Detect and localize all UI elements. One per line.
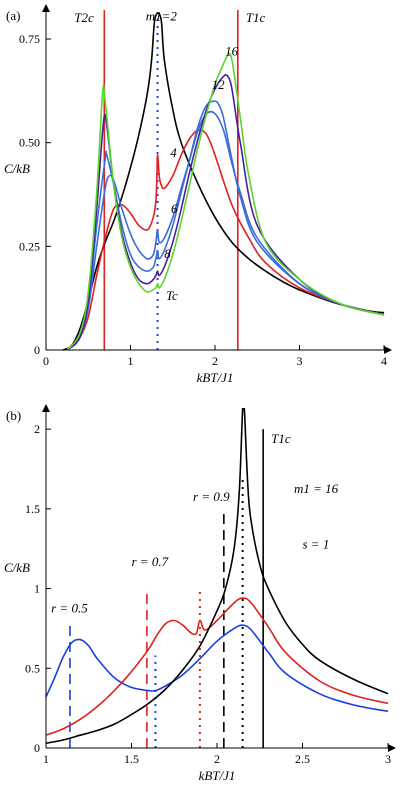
annotation-1: r = 0.7 bbox=[132, 554, 169, 569]
x-tick-label: 1.5 bbox=[124, 752, 139, 766]
x-tick-label: 3 bbox=[385, 752, 391, 766]
chart-panel-b: 1 1.5 2 2.5 3 0 0.5 1 1.5 2 kBT/J1 C/kB (b) r = 0.5 r … bbox=[4, 404, 396, 783]
series-line-1 bbox=[46, 597, 389, 736]
y-tick-label: 0.5 bbox=[25, 661, 40, 675]
x-tick-label: 4 bbox=[381, 354, 387, 368]
annotation-0: m1=2 bbox=[146, 8, 178, 23]
x-tick-label: 0 bbox=[43, 354, 49, 368]
x-axis-arrow bbox=[384, 346, 392, 354]
series-line-2 bbox=[46, 408, 389, 744]
y-tick-label: 1 bbox=[34, 582, 40, 596]
x-axis-arrow bbox=[388, 744, 396, 752]
annotation-4: 6 bbox=[171, 201, 178, 216]
x-tick-label: 1 bbox=[43, 752, 49, 766]
marker-label-6: T1c bbox=[271, 431, 291, 446]
panel-label: (a) bbox=[6, 8, 20, 23]
annotation-2: 12 bbox=[212, 77, 226, 92]
y-tick-label: 0.25 bbox=[19, 239, 40, 253]
x-tick-label: 1 bbox=[128, 354, 134, 368]
series-line-0 bbox=[46, 624, 389, 713]
y-tick-label: 0.75 bbox=[19, 32, 40, 46]
x-tick-label: 2 bbox=[214, 752, 220, 766]
annotation-1: 16 bbox=[225, 44, 239, 59]
x-tick-label: 3 bbox=[297, 354, 303, 368]
x-tick-label: 2 bbox=[212, 354, 218, 368]
x-tick-label: 2.5 bbox=[295, 752, 310, 766]
marker-label-0: T2c bbox=[74, 10, 94, 25]
y-tick-label: 1.5 bbox=[25, 502, 40, 516]
annotation-3: m1 = 16 bbox=[294, 481, 339, 496]
marker-label-1: T1c bbox=[246, 10, 266, 25]
series-line-m1-16 bbox=[66, 52, 385, 350]
y-tick-label: 0 bbox=[34, 343, 40, 357]
series-line-m1-12 bbox=[66, 74, 385, 350]
annotation-6: Tc bbox=[166, 288, 178, 303]
y-tick-label: 0.50 bbox=[19, 136, 40, 150]
annotation-0: r = 0.5 bbox=[51, 600, 88, 615]
annotation-3: 4 bbox=[170, 145, 177, 160]
series-line-m1-8 bbox=[66, 100, 385, 350]
y-tick-label: 0 bbox=[34, 741, 40, 755]
annotation-4: s = 1 bbox=[303, 537, 330, 552]
series-line-m1-2 bbox=[62, 12, 385, 350]
y-axis-arrow bbox=[42, 4, 50, 12]
y-axis-label: C/kB bbox=[4, 560, 30, 575]
annotation-5: 8 bbox=[164, 246, 171, 261]
series-line-m1-6 bbox=[66, 110, 385, 350]
x-axis-label: kBT/J1 bbox=[199, 768, 236, 783]
panel-label: (b) bbox=[6, 408, 21, 423]
annotation-2: r = 0.9 bbox=[193, 489, 230, 504]
y-axis-arrow bbox=[42, 404, 50, 412]
y-axis-label: C/kB bbox=[4, 161, 30, 176]
y-tick-label: 2 bbox=[34, 422, 40, 436]
series-line-m1-4 bbox=[66, 129, 385, 350]
x-axis-label: kBT/J1 bbox=[197, 370, 234, 385]
